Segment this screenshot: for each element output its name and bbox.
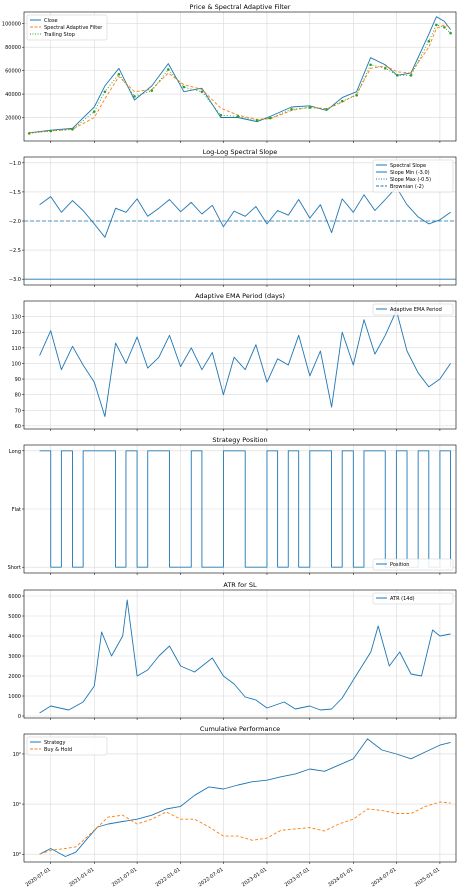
legend-label: Trailing Stop bbox=[43, 32, 75, 38]
y-tick-label: 120 bbox=[11, 330, 21, 336]
y-tick-label: 60000 bbox=[5, 69, 21, 75]
chart-title: Strategy Position bbox=[212, 436, 267, 444]
axes-frame bbox=[23, 444, 457, 574]
legend-box bbox=[372, 303, 454, 316]
chart-title: Log-Log Spectral Slope bbox=[203, 148, 278, 156]
y-tick-label: 10² bbox=[13, 752, 21, 758]
y-tick-label: 70 bbox=[15, 408, 21, 414]
legend-label: Position bbox=[390, 562, 409, 568]
legend-box bbox=[372, 159, 454, 193]
data-point bbox=[268, 116, 272, 120]
legend-label: Brownian (-2) bbox=[390, 184, 424, 190]
legend-label: Spectral Slope bbox=[390, 163, 426, 169]
data-point bbox=[369, 63, 372, 67]
chart-title: Price & Spectral Adaptive Filter bbox=[190, 3, 291, 11]
data-point bbox=[103, 90, 107, 94]
data-point bbox=[133, 95, 136, 98]
legend-label: Slope Min (-3.0) bbox=[390, 170, 430, 176]
legend-box bbox=[26, 736, 108, 756]
series-line bbox=[39, 599, 451, 714]
axes-frame bbox=[23, 733, 457, 863]
axes-frame bbox=[23, 589, 457, 719]
y-tick-label: 5000 bbox=[8, 614, 21, 620]
data-point bbox=[449, 31, 452, 35]
data-point bbox=[383, 66, 387, 70]
data-point bbox=[290, 108, 293, 111]
data-point bbox=[308, 106, 312, 109]
y-tick-label: 2000 bbox=[8, 674, 21, 680]
data-point bbox=[27, 132, 31, 135]
data-point bbox=[200, 90, 204, 94]
y-tick-label: 80 bbox=[15, 393, 21, 399]
y-tick-label: 4000 bbox=[8, 634, 21, 640]
data-point bbox=[435, 23, 438, 27]
data-point bbox=[427, 40, 431, 43]
y-tick-label: 10¹ bbox=[13, 802, 21, 808]
y-tick-label: Flat bbox=[12, 507, 21, 513]
y-tick-label: 1000 bbox=[8, 694, 21, 700]
y-tick-label: 3000 bbox=[8, 654, 21, 660]
data-point bbox=[92, 110, 96, 113]
series-line bbox=[39, 801, 451, 855]
y-tick-label: −2.5 bbox=[9, 248, 21, 254]
y-tick-label: 40000 bbox=[5, 92, 21, 98]
data-point bbox=[167, 68, 170, 71]
y-tick-label: 10⁰ bbox=[13, 852, 21, 858]
chart-title: ATR for SL bbox=[223, 581, 257, 589]
data-point bbox=[49, 129, 53, 133]
legend-label: Spectral Adaptive Filter bbox=[44, 25, 103, 31]
legend-label: Adaptive EMA Period bbox=[390, 307, 442, 313]
legend-label: ATR (14d) bbox=[390, 596, 415, 602]
y-tick-label: −1.5 bbox=[9, 190, 21, 196]
data-point bbox=[325, 108, 328, 111]
series-line bbox=[39, 309, 451, 417]
legend-label: Buy & Hold bbox=[44, 747, 72, 753]
y-tick-label: 80000 bbox=[5, 45, 21, 51]
y-tick-label: 130 bbox=[11, 315, 21, 321]
legend-box bbox=[26, 14, 108, 41]
data-point bbox=[396, 74, 399, 77]
chart-title: Cumulative Performance bbox=[200, 725, 280, 733]
data-point bbox=[150, 89, 154, 92]
chart-title: Adaptive EMA Period (days) bbox=[195, 292, 285, 300]
legend-box bbox=[372, 592, 454, 605]
legend-label: Strategy bbox=[44, 740, 65, 746]
data-point bbox=[443, 25, 446, 29]
data-point bbox=[219, 113, 223, 117]
data-point bbox=[182, 85, 186, 89]
y-tick-label: 20000 bbox=[5, 116, 21, 122]
axes-frame bbox=[23, 300, 457, 430]
y-tick-label: 0 bbox=[18, 714, 21, 720]
axes-frame bbox=[23, 11, 457, 142]
y-tick-label: 100 bbox=[11, 361, 21, 367]
y-tick-label: 110 bbox=[11, 346, 21, 352]
y-tick-label: 90 bbox=[15, 377, 21, 383]
data-point bbox=[409, 74, 413, 77]
legend-label: Close bbox=[44, 18, 58, 24]
y-tick-label: Short bbox=[8, 565, 21, 571]
data-point bbox=[236, 115, 240, 118]
data-point bbox=[355, 93, 358, 97]
data-point bbox=[340, 99, 344, 103]
y-tick-label: 100000 bbox=[2, 22, 21, 28]
data-point bbox=[255, 119, 259, 122]
y-tick-label: −2.0 bbox=[9, 219, 21, 225]
y-tick-label: Long bbox=[9, 449, 21, 455]
series-line bbox=[29, 24, 451, 134]
series-line bbox=[39, 186, 451, 238]
data-point bbox=[71, 127, 74, 131]
legend-box bbox=[372, 558, 454, 571]
y-tick-label: −3.0 bbox=[9, 277, 21, 283]
y-tick-label: −1.0 bbox=[9, 161, 21, 167]
y-tick-label: 6000 bbox=[8, 594, 21, 600]
data-point bbox=[117, 72, 121, 76]
series-line bbox=[29, 24, 451, 134]
y-tick-label: 60 bbox=[15, 424, 21, 430]
legend-label: Slope Max (-0.5) bbox=[390, 177, 431, 183]
